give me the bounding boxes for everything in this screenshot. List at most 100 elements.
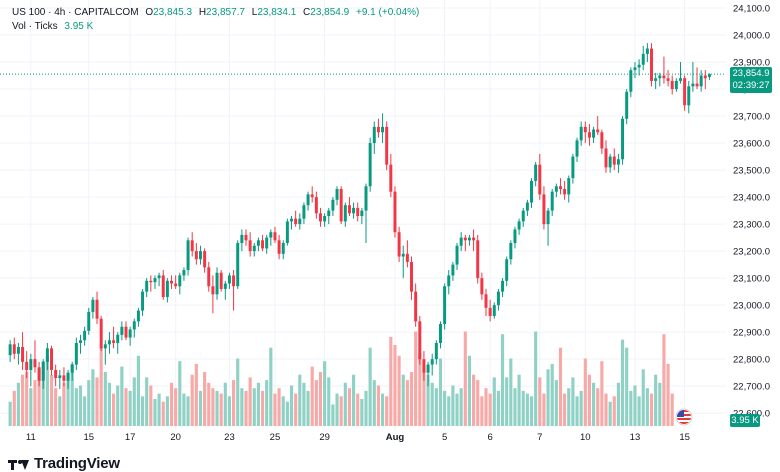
- volume-bar: [654, 374, 658, 426]
- volume-bar: [418, 353, 422, 426]
- volume-bar: [409, 372, 414, 426]
- candle-body: [414, 291, 418, 322]
- volume-bar: [248, 377, 252, 426]
- symbol-row: US 100 · 4h · CAPITALCOM O23,845.3 H23,8…: [12, 6, 419, 20]
- volume-bar: [198, 390, 203, 426]
- volume-bar: [58, 396, 62, 426]
- candle-body: [149, 280, 153, 283]
- candle-body: [50, 348, 54, 370]
- candle-body: [687, 86, 691, 106]
- candle-body: [285, 221, 289, 244]
- volume-bar: [604, 393, 608, 426]
- candle-body: [405, 253, 409, 262]
- volume-bar: [281, 396, 285, 426]
- volume-bar: [20, 374, 25, 426]
- candle-body: [107, 340, 111, 345]
- volume-bar: [223, 382, 227, 426]
- candle-body: [170, 280, 174, 284]
- candle-body: [496, 291, 500, 306]
- candle-body: [550, 191, 554, 211]
- volume-bar: [463, 331, 467, 426]
- volume-bar: [546, 369, 550, 426]
- volume-bar: [583, 358, 587, 426]
- volume-bar: [525, 393, 529, 426]
- candle-body: [25, 361, 29, 370]
- candle-body: [521, 210, 525, 222]
- candle-body: [302, 205, 306, 219]
- volume-bar: [37, 369, 41, 426]
- candle-body: [501, 280, 505, 292]
- volume-value: 3.95 K: [64, 21, 94, 32]
- x-tick-label: 11: [26, 432, 36, 443]
- candle-body: [145, 280, 149, 292]
- volume-bar: [314, 380, 318, 426]
- candle-body: [227, 275, 231, 284]
- volume-bar: [620, 339, 625, 426]
- candle-body: [141, 291, 145, 311]
- volume-bar: [136, 355, 140, 426]
- symbol-label[interactable]: US 100 · 4h · CAPITALCOM: [12, 7, 139, 18]
- candle-body: [124, 326, 128, 338]
- candle-body: [190, 240, 194, 252]
- volume-bar: [662, 334, 666, 426]
- candle-body: [294, 218, 298, 225]
- volume-bar: [323, 361, 327, 426]
- volume-bar: [285, 401, 289, 426]
- candle-body: [269, 232, 273, 238]
- candle-body: [650, 48, 654, 81]
- volume-bar: [335, 393, 339, 426]
- candle-body: [343, 205, 347, 222]
- candle-body: [45, 348, 49, 362]
- x-tick-label: 7: [537, 432, 542, 443]
- candle-body: [455, 245, 459, 265]
- volume-bar: [310, 366, 314, 426]
- volume-bar: [550, 363, 554, 426]
- volume-bar: [616, 382, 620, 426]
- volume-bar: [352, 374, 356, 426]
- candle-body: [567, 178, 571, 195]
- volume-bar: [327, 377, 331, 426]
- bar-countdown: 02:39:27: [732, 80, 770, 92]
- volume-bar: [103, 372, 107, 426]
- grid: [0, 0, 726, 430]
- candle-body: [182, 270, 186, 276]
- volume-bar: [41, 361, 45, 426]
- candle-body: [153, 278, 157, 283]
- candle-body: [596, 129, 600, 133]
- candle-body: [488, 307, 492, 316]
- volume-bar: [83, 396, 87, 426]
- volume-bar: [529, 396, 534, 426]
- volume-bar: [571, 377, 575, 426]
- volume-bar: [563, 393, 567, 426]
- candle-body: [472, 237, 476, 241]
- candle-body: [674, 80, 678, 90]
- candle-body: [707, 74, 711, 77]
- candle-body: [273, 232, 277, 241]
- volume-bar: [592, 382, 596, 426]
- volume-bar: [347, 388, 352, 426]
- candle-body: [509, 243, 513, 260]
- price-axis[interactable]: 24,100.024,000.023,900.023,800.023,700.0…: [733, 4, 770, 420]
- candle-body: [223, 283, 227, 289]
- candle-body: [699, 75, 703, 87]
- candle-body: [641, 53, 645, 65]
- time-axis[interactable]: 11 15 17 20 23 25 29 Aug 5 6 7 10 13 15: [26, 432, 690, 443]
- candle-body: [58, 375, 62, 379]
- volume-bar: [140, 396, 145, 426]
- volume-bar: [637, 396, 641, 426]
- candle-body: [401, 253, 405, 257]
- volume-label[interactable]: Vol · Ticks: [12, 21, 58, 32]
- candle-body: [434, 342, 438, 360]
- candle-body: [381, 126, 385, 133]
- volume-bar: [534, 331, 538, 426]
- candle-body: [120, 326, 124, 335]
- y-tick-label: 23,000.0: [733, 301, 770, 312]
- brand-logo[interactable]: TradingView: [8, 455, 120, 472]
- volume-bar: [426, 374, 430, 426]
- candle-body: [136, 310, 140, 322]
- volume-bar: [641, 369, 645, 426]
- volume-bar: [174, 388, 178, 426]
- candle-body: [703, 75, 707, 79]
- volume-bar: [608, 401, 612, 426]
